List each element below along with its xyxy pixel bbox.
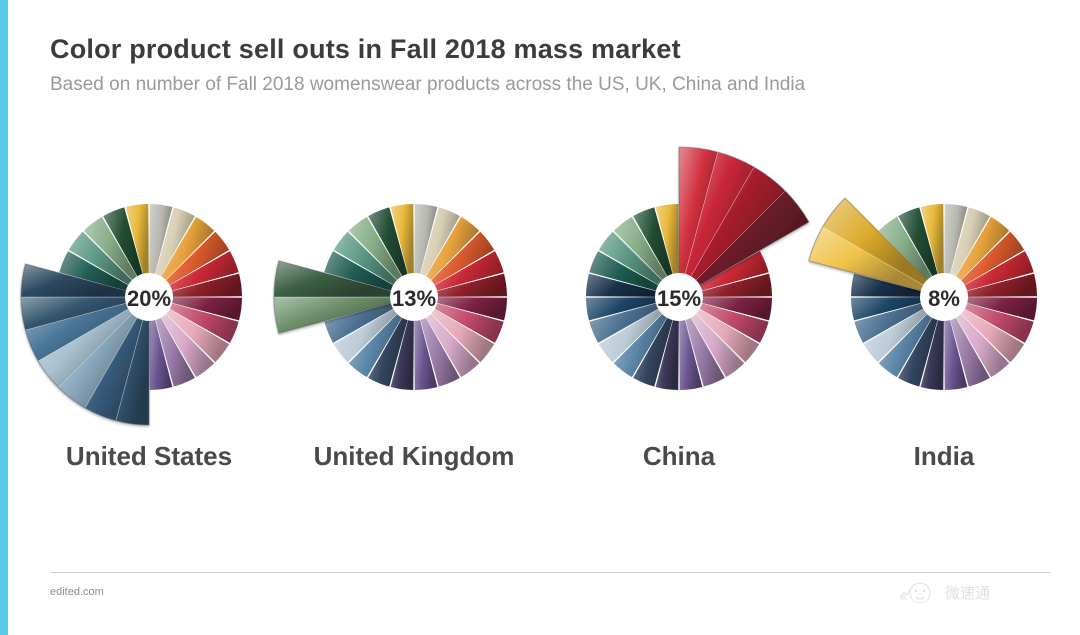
svg-text:微速通: 微速通: [945, 585, 990, 602]
